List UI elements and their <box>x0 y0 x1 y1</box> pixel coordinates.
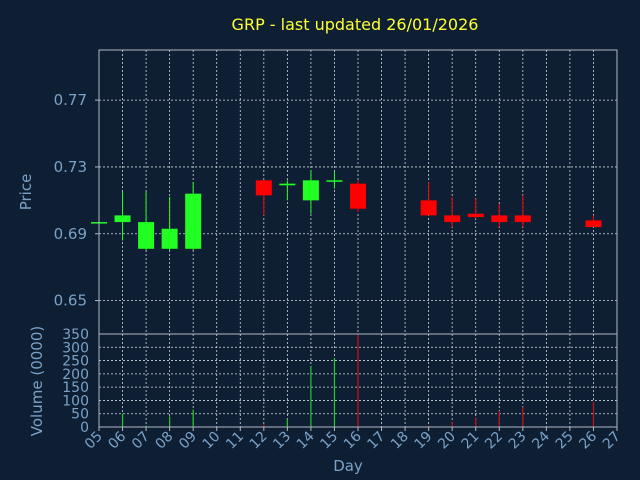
volume-tick-label: 0 <box>80 420 89 436</box>
volume-tick-label: 200 <box>62 367 89 383</box>
candle-body <box>138 222 155 249</box>
price-y-ticks: 0.77 0.73 0.69 0.65 <box>54 91 99 310</box>
x-tick-label: 14 <box>294 428 318 452</box>
x-tick-label: 26 <box>576 428 600 452</box>
candle-body <box>161 228 178 249</box>
candle-body <box>279 183 296 186</box>
x-tick-label: 07 <box>129 429 153 453</box>
x-tick-label: 22 <box>482 429 506 453</box>
candle-body <box>255 180 272 196</box>
x-tick-label: 16 <box>341 428 365 452</box>
candle-body <box>326 180 343 182</box>
price-tick-label: 0.77 <box>54 91 87 109</box>
x-tick-label: 09 <box>176 429 200 453</box>
x-tick-label: 18 <box>388 429 412 453</box>
chart-title: GRP - last updated 26/01/2026 <box>232 15 479 34</box>
x-tick-label: 15 <box>317 429 341 453</box>
price-tick-label: 0.65 <box>54 292 87 310</box>
x-tick-label: 12 <box>247 429 271 453</box>
candle-body <box>585 220 602 228</box>
price-tick-label: 0.69 <box>54 225 87 243</box>
candle-body <box>420 200 437 216</box>
volume-axis-label: Volume (0000) <box>28 326 46 436</box>
price-tick-label: 0.73 <box>54 158 87 176</box>
candle-body <box>514 215 531 223</box>
x-tick-label: 13 <box>270 429 294 453</box>
x-tick-label: 24 <box>529 428 553 452</box>
x-tick-label: 10 <box>200 429 224 453</box>
x-axis-label: Day <box>333 457 363 475</box>
x-tick-label: 20 <box>435 429 459 453</box>
candle-body <box>114 215 131 223</box>
volume-tick-label: 300 <box>62 340 89 356</box>
x-tick-label: 06 <box>105 428 129 452</box>
candle-body <box>302 180 319 201</box>
x-tick-label: 11 <box>223 429 247 453</box>
volume-tick-label: 350 <box>62 327 89 343</box>
candle-body <box>185 193 202 249</box>
candle-body <box>491 215 508 223</box>
x-tick-label: 21 <box>459 429 483 453</box>
x-tick-label: 27 <box>600 429 624 453</box>
x-tick-label: 25 <box>553 429 577 453</box>
x-tick-label: 08 <box>153 429 177 453</box>
candle-body <box>467 213 484 218</box>
x-axis-ticks: 05 06 07 08 09 10 11 12 13 14 15 16 17 18 19 20 21 22 23 24… <box>82 427 624 452</box>
x-tick-label: 17 <box>364 429 388 453</box>
volume-series <box>121 334 595 427</box>
candlestick-series <box>91 170 602 251</box>
volume-tick-label: 250 <box>62 354 89 370</box>
volume-tick-label: 150 <box>62 380 89 396</box>
price-axis-label: Price <box>17 174 35 211</box>
volume-tick-label: 50 <box>71 407 89 423</box>
volume-tick-label: 100 <box>62 393 89 409</box>
x-tick-label: 23 <box>506 429 530 453</box>
candle-body <box>350 183 366 209</box>
candle-body <box>444 215 461 223</box>
x-tick-label: 19 <box>412 429 436 453</box>
